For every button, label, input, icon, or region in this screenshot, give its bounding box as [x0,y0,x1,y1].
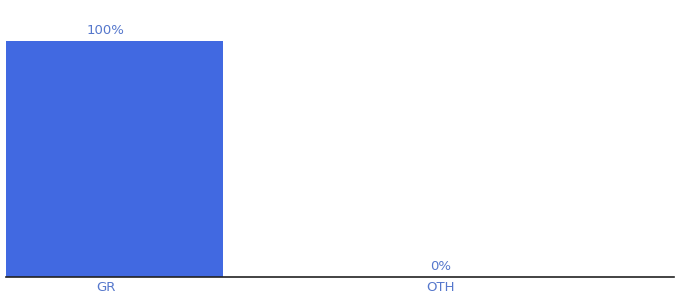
Text: 0%: 0% [430,260,451,273]
Text: 100%: 100% [87,24,125,38]
Bar [0,41,223,277]
